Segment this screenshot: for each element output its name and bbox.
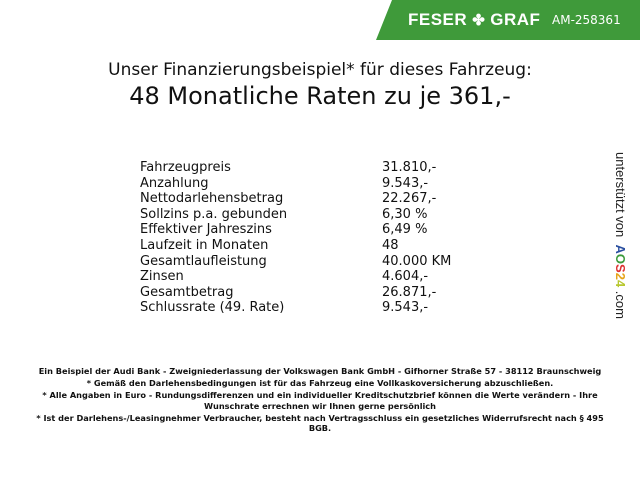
row-value: 40.000 KM <box>382 253 452 269</box>
row-value: 9.543,- <box>382 175 429 191</box>
row-value: 26.871,- <box>382 284 437 300</box>
row-label: Schlussrate (49. Rate) <box>140 300 285 316</box>
aos24-logo: AOS24 <box>613 244 628 288</box>
table-row: Zinsen 4.604,- <box>140 269 451 285</box>
row-label: Gesamtbetrag <box>140 284 234 300</box>
footer-line: Ein Beispiel der Audi Bank - Zweignieder… <box>38 366 602 376</box>
table-row: Nettodarlehensbetrag 22.267,- <box>140 191 451 207</box>
sponsor-suffix: .com <box>613 290 628 319</box>
row-value: 48 <box>382 237 399 253</box>
row-label: Anzahlung <box>140 175 209 191</box>
brand-right: GRAF <box>490 10 541 29</box>
row-label: Sollzins p.a. gebunden <box>140 206 288 222</box>
page-title: Unser Finanzierungsbeispiel* für dieses … <box>108 60 532 80</box>
table-row: Gesamtbetrag 26.871,- <box>140 285 451 301</box>
brand-left: FESER <box>408 10 468 29</box>
footer-line: * Alle Angaben in Euro - Rundungsdiffere… <box>42 390 598 411</box>
finance-table: Fahrzeugpreis 31.810,- Anzahlung 9.543,- N… <box>140 160 451 316</box>
table-row: Anzahlung 9.543,- <box>140 176 451 192</box>
table-row: Gesamtlaufleistung 40.000 KM <box>140 254 451 270</box>
row-label: Laufzeit in Monaten <box>140 237 269 253</box>
row-value: 6,49 % <box>382 222 428 238</box>
row-value: 9.543,- <box>382 300 429 316</box>
brand-logo: FESER ✤ GRAF <box>408 10 540 30</box>
row-value: 4.604,- <box>382 269 429 285</box>
table-row: Laufzeit in Monaten 48 <box>140 238 451 254</box>
row-label: Gesamtlaufleistung <box>140 253 267 269</box>
row-label: Zinsen <box>140 269 184 285</box>
row-label: Fahrzeugpreis <box>140 160 231 175</box>
footer-line: * Gemäß den Darlehensbedingungen ist für… <box>86 378 554 388</box>
sponsor-text: unterstützt von <box>613 152 628 238</box>
row-value: 22.267,- <box>382 191 437 207</box>
clover-icon: ✤ <box>472 12 486 29</box>
brand-banner <box>376 0 640 40</box>
sponsor-credit: unterstützt von AOS24 .com <box>613 152 628 319</box>
table-row: Fahrzeugpreis 31.810,- <box>140 160 451 176</box>
vehicle-code: AM-258361 <box>552 13 621 27</box>
row-label: Nettodarlehensbetrag <box>140 191 284 207</box>
footer-line: * Ist der Darlehens-/Leasingnehmer Verbr… <box>36 412 604 434</box>
footer-disclaimer: Ein Beispiel der Audi Bank - Zweignieder… <box>30 366 610 435</box>
row-value: 6,30 % <box>382 206 428 222</box>
row-label: Effektiver Jahreszins <box>140 222 272 238</box>
table-row: Schlussrate (49. Rate) 9.543,- <box>140 300 451 316</box>
table-row: Effektiver Jahreszins 6,49 % <box>140 222 451 238</box>
rate-headline: 48 Monatliche Raten zu je 361,- <box>129 82 511 110</box>
row-value: 31.810,- <box>382 160 437 175</box>
table-row: Sollzins p.a. gebunden 6,30 % <box>140 207 451 223</box>
